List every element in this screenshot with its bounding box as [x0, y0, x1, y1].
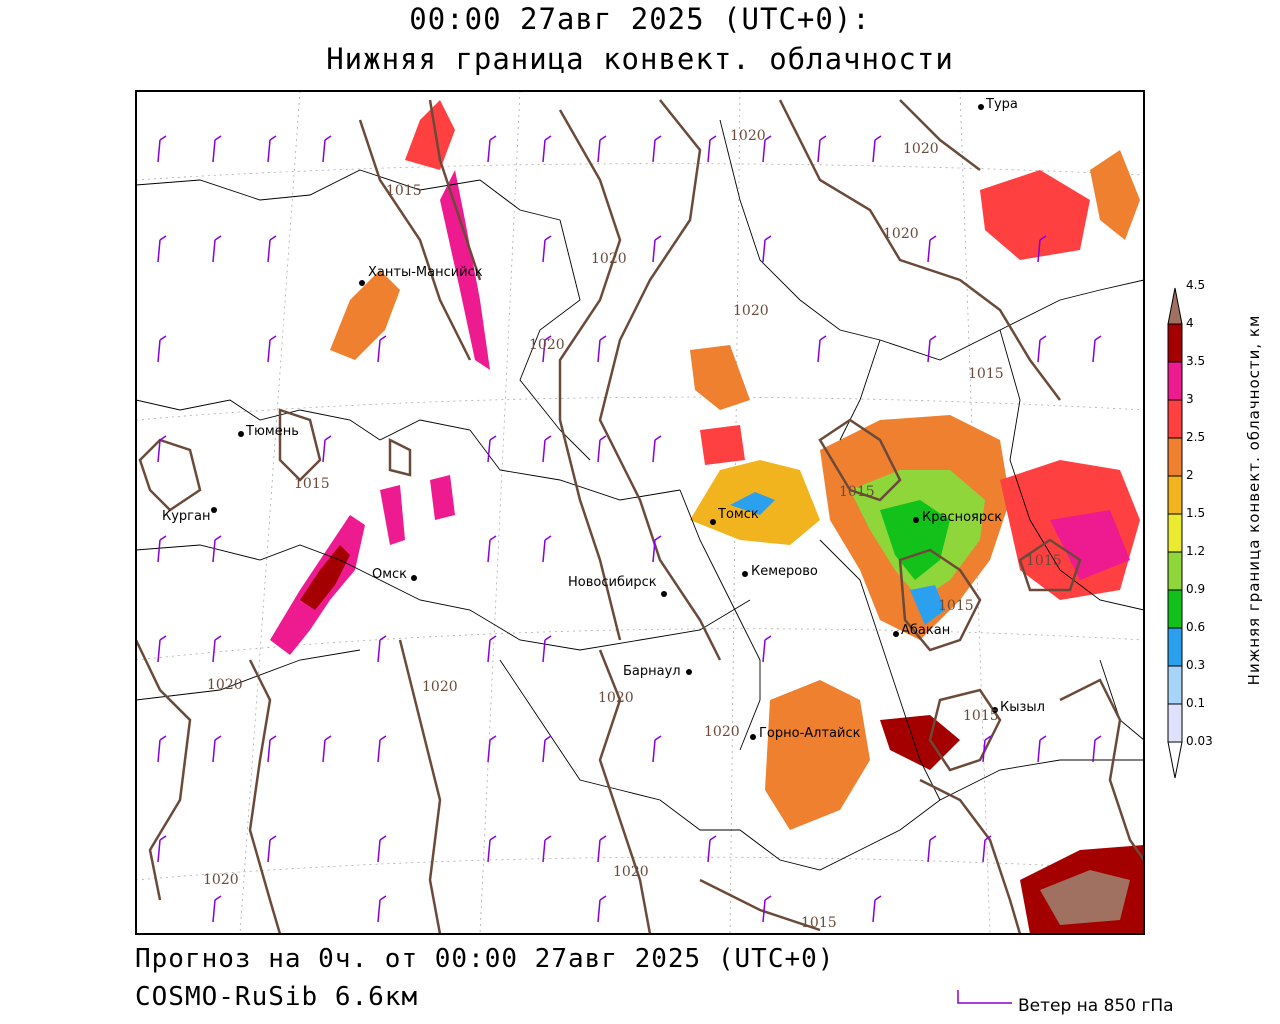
colorbar-segment	[1167, 627, 1183, 667]
cloud-area-west-small2	[430, 475, 455, 520]
isobar-label: 1015	[294, 476, 330, 492]
city-markers	[211, 104, 998, 740]
cloud-area-north	[405, 100, 455, 170]
colorbar-tick-label: 2	[1186, 468, 1194, 482]
cloud-area-khanty	[330, 270, 400, 360]
colorbar-segment	[1167, 399, 1183, 439]
city-label-gorno-altaysk: Горно-Алтайск	[759, 726, 861, 741]
isobar-label: 1020	[591, 251, 627, 267]
colorbar-segment	[1167, 475, 1183, 515]
colorbar-tick-label: 0.3	[1186, 658, 1206, 672]
wind-legend-label: Ветер на 850 гПа	[1018, 996, 1174, 1016]
colorbar-segment	[1167, 437, 1183, 477]
cloud-area-altai	[880, 715, 960, 770]
colorbar-tick-label: 0.1	[1186, 696, 1206, 710]
city-label-abakan: Абакан	[901, 623, 951, 638]
isobar-label: 1020	[422, 679, 458, 695]
colorbar-segment	[1167, 551, 1183, 591]
colorbar	[1167, 287, 1183, 779]
cloud-area-north2	[440, 170, 490, 370]
city-label-tomsk: Томск	[718, 507, 759, 522]
model-name: COSMO-RuSib 6.6км	[135, 982, 419, 1012]
city-label-kurgan: Курган	[162, 509, 211, 524]
map-title-time: 00:00 27авг 2025 (UTC+0):	[409, 2, 871, 36]
colorbar-tick-label: 0.6	[1186, 620, 1206, 634]
colorbar-segment	[1167, 287, 1183, 325]
colorbar-tick-label: 1.5	[1186, 506, 1206, 520]
isobar-label: 1020	[598, 690, 634, 706]
colorbar-tick-label: 3.5	[1186, 354, 1206, 368]
isobar-label: 1020	[613, 864, 649, 880]
colorbar-segment	[1167, 703, 1183, 743]
colorbar-tick-label: 2.5	[1186, 430, 1206, 444]
city-label-krasnoyarsk: Красноярск	[922, 510, 1003, 525]
cloud-area-krasnoyarsk-inner	[880, 500, 950, 580]
isobar-label: 1020	[903, 141, 939, 157]
cloud-area-northeast	[980, 170, 1090, 260]
isobar-label: 1015	[963, 708, 999, 724]
isobar-label: 1015	[1026, 553, 1062, 569]
isobars	[136, 99, 1144, 934]
cloud-base-field	[270, 100, 1144, 934]
isobar-label: 1020	[730, 128, 766, 144]
isobar-label: 1015	[386, 183, 422, 199]
colorbar-segment	[1167, 361, 1183, 401]
isobar-label: 1020	[883, 226, 919, 242]
colorbar-segment	[1167, 513, 1183, 553]
city-label-barnaul: Барнаул	[623, 664, 681, 679]
colorbar-segment	[1167, 741, 1183, 779]
isobar-label: 1015	[938, 598, 974, 614]
region-borders	[136, 119, 1144, 871]
isobar-label: 1020	[203, 872, 239, 888]
city-label-khanty-mansiysk: Ханты-Мансийск	[368, 265, 483, 280]
colorbar-segment	[1167, 665, 1183, 705]
isobar-label: 1020	[704, 724, 740, 740]
cloud-area-abakan-south	[765, 680, 870, 830]
colorbar-tick-label: 1.2	[1186, 544, 1206, 558]
city-label-kyzyl: Кызыл	[1000, 700, 1045, 715]
isobar-label: 1020	[733, 303, 769, 319]
colorbar-tick-label: 0.03	[1186, 734, 1213, 748]
city-label-kemerovo: Кемерово	[751, 564, 818, 579]
wind-barbs	[157, 135, 1102, 923]
cloud-area-west-small	[380, 485, 405, 545]
colorbar-tick-label: 0.9	[1186, 582, 1206, 596]
cloud-area-northeast2	[1090, 150, 1140, 240]
isobar-label: 1015	[968, 366, 1004, 382]
colorbar-tick-label: 3	[1186, 392, 1194, 406]
isobar-label: 1015	[839, 484, 875, 500]
forecast-info: Прогноз на 0ч. от 00:00 27авг 2025 (UTC+…	[135, 944, 835, 974]
map-frame	[135, 90, 1145, 935]
cloud-area-krasnoyarsk-blue	[910, 585, 945, 625]
cloud-area-center-red	[700, 425, 745, 465]
cloud-area-center-orange	[690, 345, 750, 410]
isobar-label: 1020	[529, 337, 565, 353]
colorbar-tick-label: 4	[1186, 316, 1194, 330]
wind-legend-barb	[957, 990, 1012, 1004]
isobar-label: 1020	[207, 677, 243, 693]
colorbar-title: Нижняя граница конвект. облачности, км	[1245, 314, 1263, 686]
city-label-tyumen: Тюмень	[246, 424, 299, 439]
city-label-tura: Тура	[986, 97, 1018, 112]
city-label-omsk: Омск	[372, 567, 408, 582]
cloud-area-east-core	[1050, 510, 1130, 580]
isobar-label: 1015	[801, 915, 837, 931]
colorbar-segment	[1167, 589, 1183, 629]
map-title-parameter: Нижняя граница конвект. облачности	[326, 42, 954, 76]
colorbar-segment	[1167, 323, 1183, 363]
cloud-area-tomsk-blue	[730, 492, 775, 515]
city-label-novosibirsk: Новосибирск	[568, 575, 657, 590]
cloud-area-omsk-core	[300, 545, 350, 610]
cloud-area-southeast-edge	[1040, 870, 1130, 925]
colorbar-tick-label: 4.5	[1186, 278, 1206, 292]
